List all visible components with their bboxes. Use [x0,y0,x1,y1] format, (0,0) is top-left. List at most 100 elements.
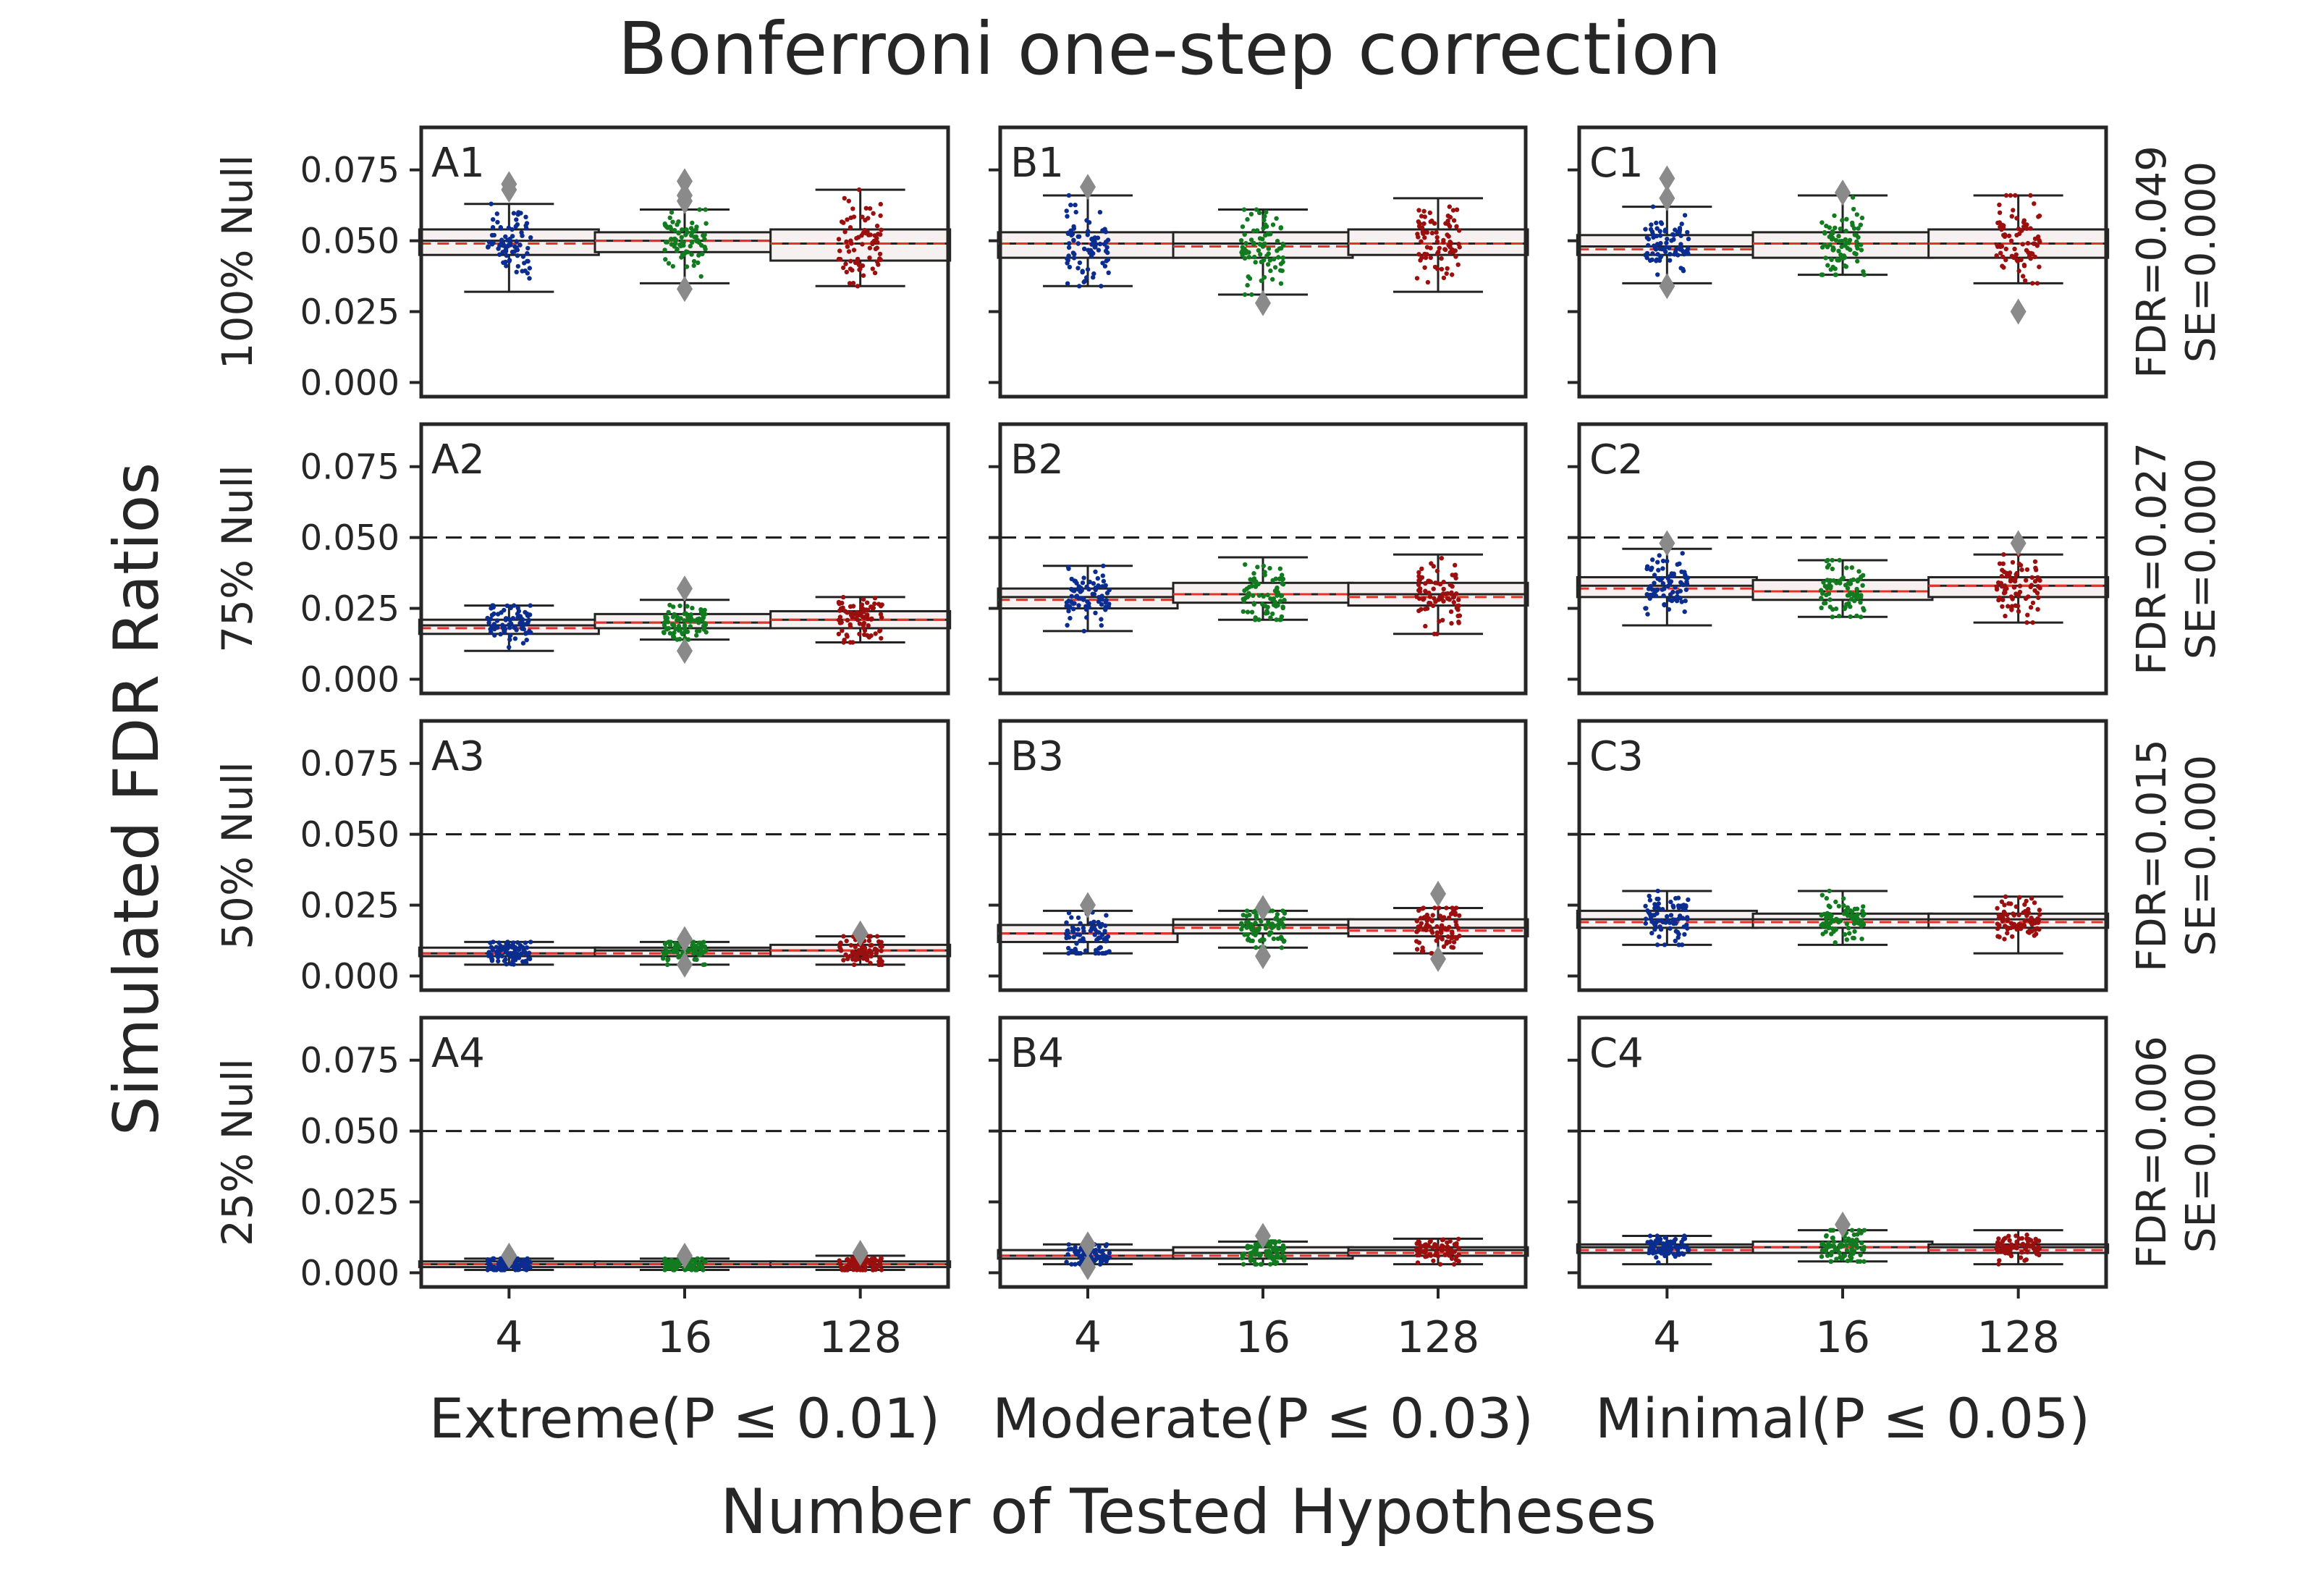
data-point [2037,912,2042,917]
data-point [1253,584,1259,589]
data-point [1858,222,1863,227]
data-point [1447,1253,1452,1258]
data-point [703,630,709,635]
data-point [866,623,871,628]
data-point [1071,256,1077,261]
data-point [1823,601,1828,606]
data-point [1833,272,1838,277]
data-point [2010,560,2016,565]
data-point [1099,284,1104,289]
data-point [1265,604,1270,609]
data-point [842,229,848,235]
data-point [1421,208,1427,214]
y-axis-label: Simulated FDR Ratios [101,463,173,1136]
data-point [841,640,846,645]
data-point [1440,1244,1445,1250]
data-point [1453,562,1458,567]
data-point [512,947,518,953]
data-point [1094,947,1099,953]
data-point [504,945,510,950]
data-point [1431,586,1436,591]
data-point [1654,1233,1660,1238]
data-point [1861,904,1866,909]
data-point [680,227,685,232]
data-point [1447,924,1452,930]
data-point [513,224,518,229]
data-point [1455,262,1461,267]
data-point [512,249,517,254]
data-point [703,207,708,212]
data-point [1246,274,1251,279]
data-point [851,1267,856,1272]
data-point [702,607,707,613]
panel-label: A3 [431,733,485,780]
data-point [1106,270,1111,275]
outlier-marker [1080,174,1096,200]
data-point [671,604,676,609]
data-point [2008,578,2013,584]
data-point [1073,209,1078,215]
x-tick-label: 4 [1074,1312,1102,1363]
data-point [683,249,689,254]
data-point [2025,612,2030,617]
data-point [1684,922,1689,928]
data-point [1848,913,1854,919]
data-point [1242,588,1247,594]
data-point [869,942,874,948]
data-point [2029,919,2034,924]
data-point [1830,615,1835,620]
data-point [676,955,681,960]
data-point [2007,1238,2012,1243]
data-point [1271,936,1277,942]
data-point [1660,558,1666,564]
data-point [507,241,512,246]
data-point [1820,591,1825,596]
data-point [859,233,864,238]
data-point [1271,596,1277,601]
data-point [1424,1242,1429,1247]
data-point [1069,1262,1074,1267]
data-point [1445,591,1450,596]
data-point [1998,250,2003,256]
data-point [1102,950,1108,956]
data-point [1830,1244,1835,1249]
data-point [2003,193,2009,198]
data-point [843,261,848,266]
data-point [667,215,672,221]
data-point [1416,235,1421,240]
data-point [1267,258,1273,263]
data-point [1657,924,1662,929]
data-point [1847,931,1852,936]
data-point [2012,246,2017,252]
data-point [1081,279,1086,284]
data-point [1066,945,1071,951]
data-point [1683,599,1688,604]
data-point [688,624,693,629]
data-point [1652,588,1657,593]
data-point [1825,1253,1830,1258]
data-point [1270,222,1276,227]
data-point [1416,570,1421,575]
data-point [878,1262,883,1268]
data-point [499,1265,504,1270]
panel-label: A2 [431,436,485,484]
data-point [1830,235,1835,240]
data-point [2008,1242,2014,1247]
data-point [1449,1256,1455,1262]
data-point [2008,193,2013,198]
data-point [1450,272,1455,277]
data-point [1844,937,1849,942]
data-point [676,617,681,622]
data-point [1855,1232,1860,1237]
data-point [844,938,849,944]
data-point [504,253,510,258]
data-point [1663,245,1668,250]
data-point [1107,949,1112,954]
data-point [1096,599,1102,604]
data-point [1068,203,1073,208]
data-point [1272,265,1278,270]
data-point [701,962,706,968]
data-point [523,940,528,945]
data-point [1277,1239,1282,1244]
